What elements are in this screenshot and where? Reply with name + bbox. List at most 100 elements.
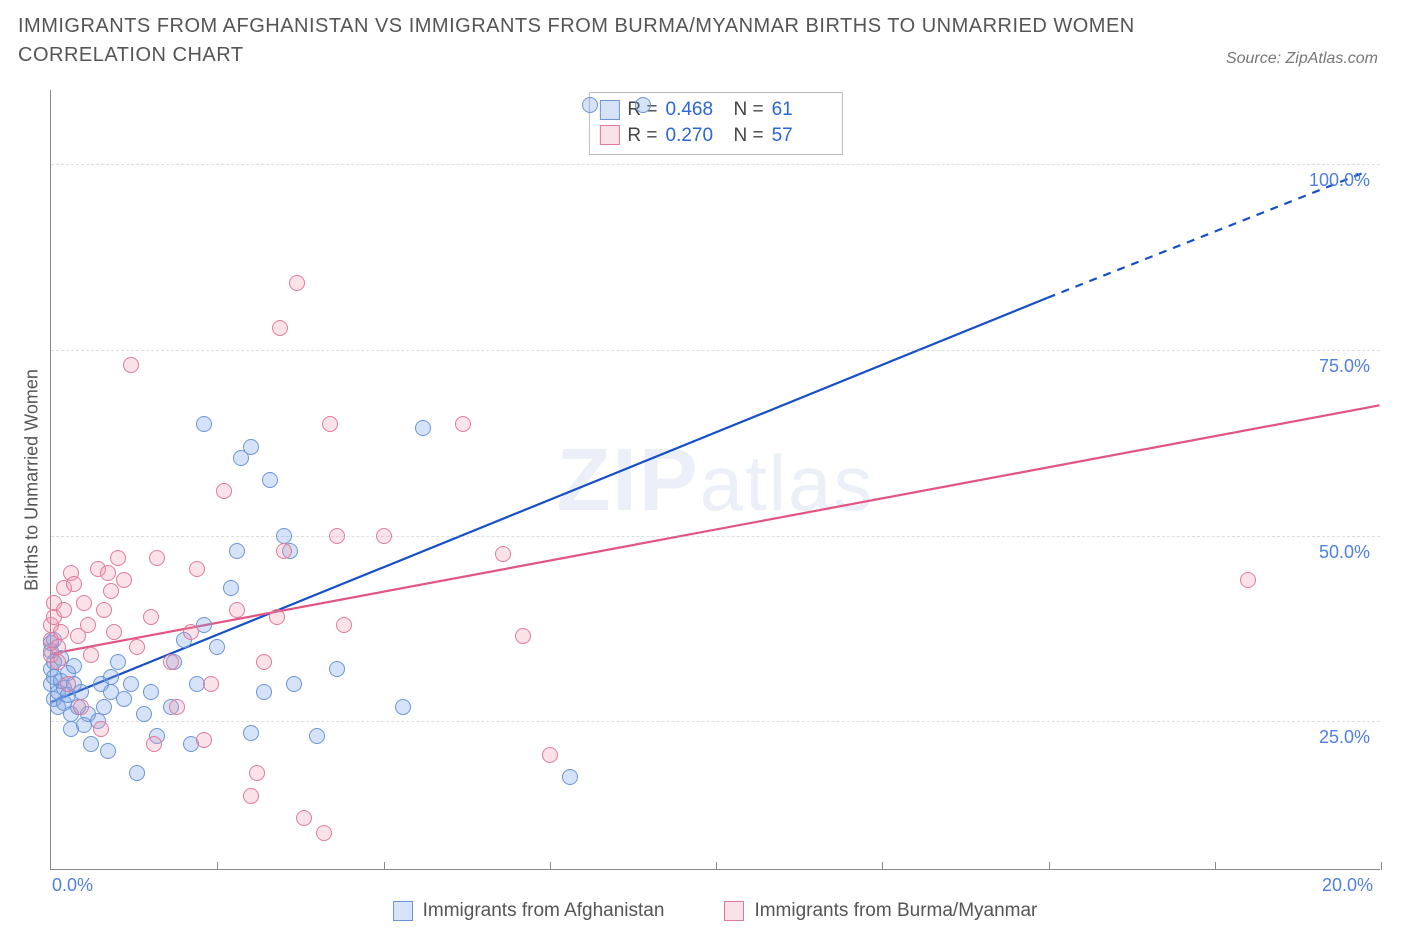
scatter-point — [143, 684, 159, 700]
chart-plot-area: ZIPatlas R =0.468N =61R =0.270N =57 25.0… — [50, 90, 1380, 870]
scatter-point — [56, 602, 72, 618]
gridline — [51, 721, 1380, 722]
scatter-point — [322, 416, 338, 432]
legend-item: Immigrants from Afghanistan — [393, 900, 665, 922]
scatter-point — [189, 561, 205, 577]
y-axis-label-container: Births to Unmarried Women — [18, 90, 46, 870]
stat-value-r: 0.270 — [666, 123, 726, 149]
scatter-point — [83, 736, 99, 752]
stat-label-n: N = — [734, 97, 764, 123]
scatter-point — [455, 416, 471, 432]
scatter-point — [100, 743, 116, 759]
stat-label-n: N = — [734, 123, 764, 149]
scatter-point — [129, 765, 145, 781]
scatter-point — [116, 691, 132, 707]
x-tick-start: 0.0% — [52, 875, 93, 896]
scatter-point — [110, 550, 126, 566]
scatter-point — [76, 595, 92, 611]
y-axis-label: Births to Unmarried Women — [22, 369, 43, 591]
scatter-point — [262, 472, 278, 488]
scatter-point — [316, 825, 332, 841]
scatter-point — [80, 617, 96, 633]
scatter-point — [96, 602, 112, 618]
x-minor-tick — [550, 862, 551, 870]
scatter-point — [83, 647, 99, 663]
stats-legend-box: R =0.468N =61R =0.270N =57 — [588, 92, 842, 155]
gridline — [51, 536, 1380, 537]
gridline — [51, 350, 1380, 351]
scatter-point — [103, 583, 119, 599]
scatter-point — [249, 765, 265, 781]
scatter-point — [243, 439, 259, 455]
scatter-point — [66, 576, 82, 592]
scatter-point — [229, 543, 245, 559]
scatter-point — [50, 639, 66, 655]
scatter-point — [196, 416, 212, 432]
scatter-point — [276, 543, 292, 559]
scatter-point — [395, 699, 411, 715]
legend-swatch — [599, 100, 619, 120]
x-minor-tick — [1381, 862, 1382, 870]
scatter-point — [183, 624, 199, 640]
stat-value-n: 57 — [772, 123, 832, 149]
scatter-point — [515, 628, 531, 644]
scatter-point — [376, 528, 392, 544]
x-minor-tick — [716, 862, 717, 870]
scatter-point — [103, 669, 119, 685]
scatter-point — [73, 699, 89, 715]
scatter-point — [203, 676, 219, 692]
y-tick-label: 50.0% — [1319, 542, 1370, 563]
scatter-point — [336, 617, 352, 633]
scatter-point — [269, 609, 285, 625]
chart-title: IMMIGRANTS FROM AFGHANISTAN VS IMMIGRANT… — [18, 12, 1206, 70]
stat-label-r: R = — [627, 123, 657, 149]
stats-row: R =0.468N =61 — [599, 97, 831, 123]
scatter-point — [106, 624, 122, 640]
trend-line — [51, 298, 1047, 702]
gridline — [51, 164, 1380, 165]
scatter-point — [146, 736, 162, 752]
scatter-point — [495, 546, 511, 562]
scatter-point — [582, 97, 598, 113]
y-tick-label: 25.0% — [1319, 727, 1370, 748]
scatter-point — [635, 97, 651, 113]
legend-swatch — [599, 125, 619, 145]
scatter-point — [289, 275, 305, 291]
trend-lines-svg — [51, 90, 1380, 869]
scatter-point — [276, 528, 292, 544]
scatter-point — [229, 602, 245, 618]
scatter-point — [110, 654, 126, 670]
stat-value-r: 0.468 — [666, 97, 726, 123]
scatter-point — [50, 654, 66, 670]
scatter-point — [116, 572, 132, 588]
x-minor-tick — [882, 862, 883, 870]
scatter-point — [562, 769, 578, 785]
scatter-point — [53, 624, 69, 640]
scatter-point — [329, 661, 345, 677]
scatter-point — [256, 684, 272, 700]
scatter-point — [143, 609, 159, 625]
bottom-legend: Immigrants from Afghanistan Immigrants fr… — [50, 900, 1380, 922]
x-tick-end: 20.0% — [1322, 875, 1373, 896]
scatter-point — [329, 528, 345, 544]
scatter-point — [296, 810, 312, 826]
scatter-point — [243, 788, 259, 804]
scatter-point — [216, 483, 232, 499]
scatter-point — [169, 699, 185, 715]
x-minor-tick — [384, 862, 385, 870]
scatter-point — [256, 654, 272, 670]
scatter-point — [129, 639, 145, 655]
scatter-point — [66, 658, 82, 674]
x-minor-tick — [1049, 862, 1050, 870]
scatter-point — [309, 728, 325, 744]
y-tick-label: 100.0% — [1309, 170, 1370, 191]
scatter-point — [60, 676, 76, 692]
legend-item: Immigrants from Burma/Myanmar — [724, 900, 1037, 922]
x-minor-tick — [1215, 862, 1216, 870]
scatter-point — [96, 699, 112, 715]
legend-label: Immigrants from Afghanistan — [423, 900, 665, 922]
scatter-point — [123, 676, 139, 692]
x-minor-tick — [217, 862, 218, 870]
scatter-point — [223, 580, 239, 596]
source-label: Source: ZipAtlas.com — [1226, 50, 1378, 68]
